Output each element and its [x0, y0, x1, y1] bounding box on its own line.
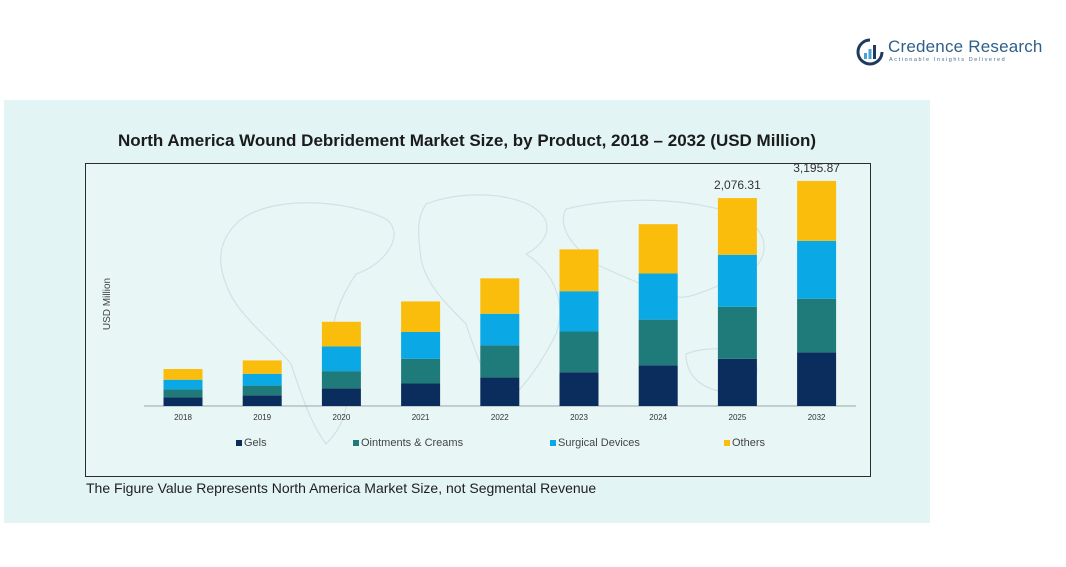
- bar-2023-others: [559, 249, 599, 292]
- x-tick-label: 2023: [570, 413, 588, 422]
- bar-2022-others: [480, 278, 520, 314]
- x-tick-label: 2022: [491, 413, 509, 422]
- plot-area: USD Million 2018 2019 2020 2021 2022 2023 2024 2…: [85, 163, 871, 477]
- bar-2020-ointments-creams: [321, 371, 361, 389]
- legend-swatch: [236, 440, 242, 446]
- x-tick-label: 2025: [729, 413, 747, 422]
- legend-label: Surgical Devices: [558, 437, 640, 449]
- bar-2019-gels: [242, 395, 282, 406]
- bar-2024-surgical-devices: [638, 273, 678, 320]
- bar-2023-surgical-devices: [559, 291, 599, 332]
- bar-2022-gels: [480, 377, 520, 406]
- bar-2021-surgical-devices: [401, 331, 441, 359]
- bar-2022-ointments-creams: [480, 345, 520, 378]
- bar-2025-others: [717, 198, 757, 255]
- bar-2024-gels: [638, 365, 678, 406]
- bar-2019-surgical-devices: [242, 373, 282, 386]
- bar-2018-surgical-devices: [163, 379, 203, 390]
- bar-2020-others: [321, 321, 361, 347]
- bar-2025-surgical-devices: [717, 254, 757, 307]
- bar-2032-ointments-creams: [797, 298, 837, 353]
- bar-2018-gels: [163, 397, 203, 406]
- legend-swatch: [724, 440, 730, 446]
- x-tick-label: 2024: [649, 413, 667, 422]
- bar-2025-ointments-creams: [717, 306, 757, 359]
- bar-2024-ointments-creams: [638, 319, 678, 366]
- y-axis-label: USD Million: [102, 278, 113, 330]
- data-label-2025: 2,076.31: [714, 178, 761, 192]
- chart-title: North America Wound Debridement Market S…: [117, 131, 817, 150]
- bar-2032-gels: [797, 352, 837, 406]
- chart-footnote: The Figure Value Represents North Americ…: [86, 480, 597, 496]
- bar-2032-others: [797, 180, 837, 241]
- x-tick-label: 2021: [412, 413, 430, 422]
- legend-swatch: [550, 440, 556, 446]
- legend-swatch: [353, 440, 359, 446]
- logo-mark-icon: [856, 38, 884, 66]
- bar-2018-others: [163, 368, 203, 380]
- bar-2020-surgical-devices: [321, 346, 361, 372]
- x-tick-label: 2032: [808, 413, 826, 422]
- x-tick-label: 2019: [253, 413, 271, 422]
- legend-label: Gels: [244, 437, 267, 449]
- bar-2021-others: [401, 301, 441, 332]
- bar-2032-surgical-devices: [797, 240, 837, 299]
- x-tick-label: 2020: [333, 413, 351, 422]
- bar-2021-gels: [401, 383, 441, 406]
- legend-label: Others: [732, 437, 766, 449]
- x-tick-label: 2018: [174, 413, 192, 422]
- bar-2019-others: [242, 360, 282, 374]
- bar-2024-others: [638, 224, 678, 274]
- bar-2019-ointments-creams: [242, 385, 282, 396]
- brand-logo: Credence Research Actionable Insights De…: [856, 36, 1046, 70]
- bar-2021-ointments-creams: [401, 358, 441, 384]
- bar-2018-ointments-creams: [163, 389, 203, 398]
- data-label-2032: 3,195.87: [793, 164, 840, 175]
- bar-2022-surgical-devices: [480, 313, 520, 346]
- bar-2025-gels: [717, 358, 757, 406]
- bar-2020-gels: [321, 388, 361, 406]
- brand-name: Credence Research: [888, 37, 1043, 56]
- brand-tagline: Actionable Insights Delivered: [889, 57, 1007, 63]
- bar-2023-gels: [559, 372, 599, 406]
- bar-2023-ointments-creams: [559, 331, 599, 373]
- stacked-bar-chart: USD Million 2018 2019 2020 2021 2022 2023 2024 2…: [102, 164, 856, 449]
- legend-label: Ointments & Creams: [361, 437, 464, 449]
